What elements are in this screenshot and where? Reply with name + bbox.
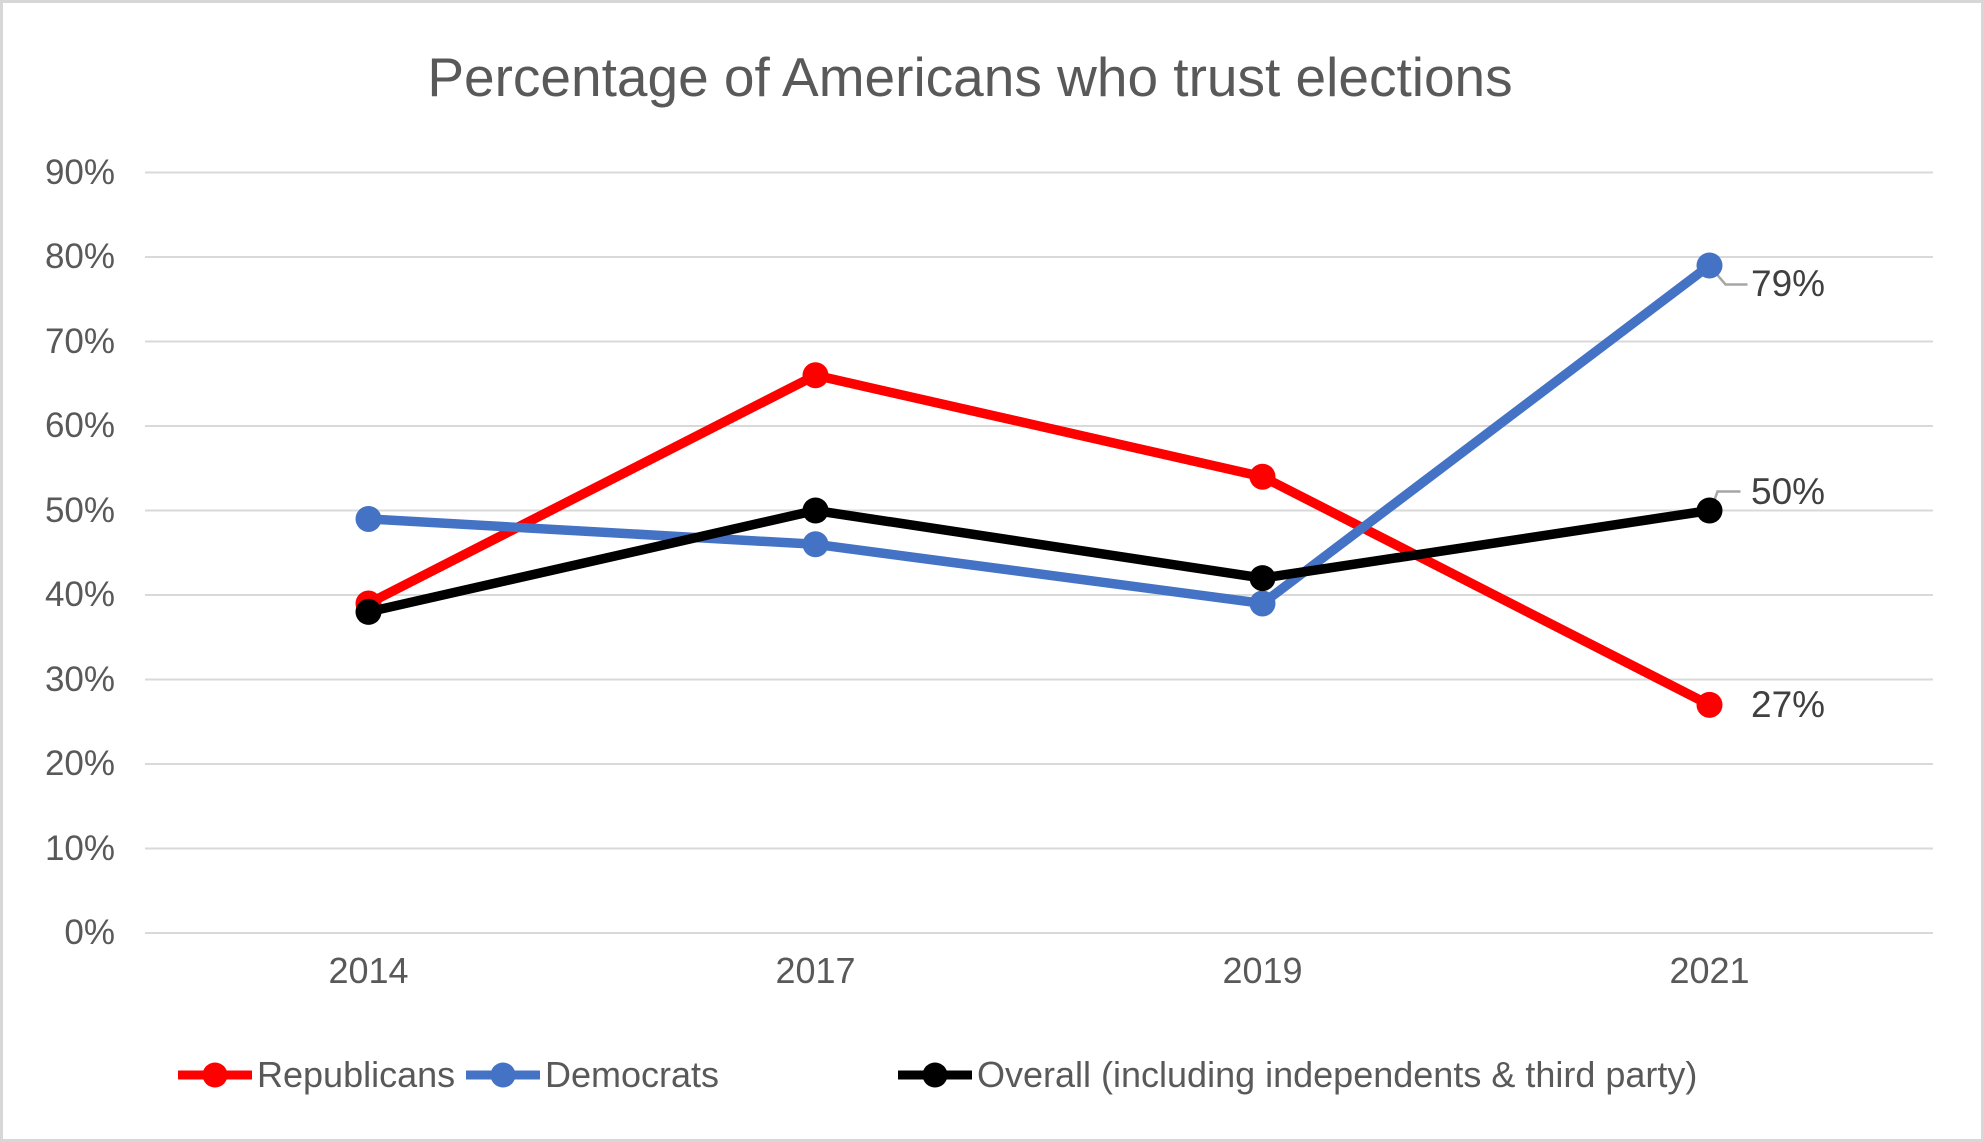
x-tick-label-2021: 2021 [1669,950,1750,991]
legend-item-overall: Overall (including independents & third … [898,1051,1697,1099]
legend-swatch-democrats [466,1062,540,1088]
data-point-overall-2017 [802,497,829,524]
series-line-republicans [363,370,1715,710]
y-tick-label-50: 50% [44,490,115,530]
series-line-overall [363,505,1715,617]
data-point-democrats-2014 [355,505,382,532]
y-tick-label-70: 70% [44,321,115,361]
x-tick-label-2019: 2019 [1222,950,1303,991]
legend-swatch-republicans [178,1062,252,1088]
x-tick-label-2014: 2014 [328,950,409,991]
chart-title: Percentage of Americans who trust electi… [427,46,1513,108]
data-point-republicans-2017 [802,362,829,389]
data-point-republicans-2021 [1696,691,1723,718]
legend-label-democrats: Democrats [545,1054,720,1095]
data-point-democrats-2017 [802,531,829,558]
data-point-overall-2014 [355,598,382,625]
y-tick-label-90: 90% [44,152,115,192]
series-line-democrats [363,260,1715,609]
legend-swatch-overall [898,1062,972,1088]
legend-item-republicans: Republicans [178,1051,455,1099]
data-point-overall-2021 [1696,497,1723,524]
data-point-democrats-2021 [1696,252,1723,279]
data-point-democrats-2019 [1249,590,1276,617]
y-tick-label-10: 10% [44,828,115,868]
data-point-republicans-2019 [1249,463,1276,490]
x-tick-label-2017: 2017 [775,950,856,991]
y-tick-label-30: 30% [44,659,115,699]
legend-label-overall: Overall (including independents & third … [977,1054,1698,1095]
data-label-republicans: 27% [1751,683,1826,725]
y-tick-label-0: 0% [64,913,115,952]
y-tick-label-60: 60% [44,406,115,445]
legend-label-republicans: Republicans [257,1054,456,1095]
legend-item-democrats: Democrats [466,1051,719,1099]
y-tick-label-80: 80% [44,237,115,276]
y-tick-label-40: 40% [44,575,115,614]
data-point-overall-2019 [1249,565,1276,592]
plot-area [145,171,1933,934]
data-label-overall: 50% [1751,470,1826,512]
y-tick-label-20: 20% [44,744,115,783]
data-label-democrats: 79% [1751,263,1826,305]
